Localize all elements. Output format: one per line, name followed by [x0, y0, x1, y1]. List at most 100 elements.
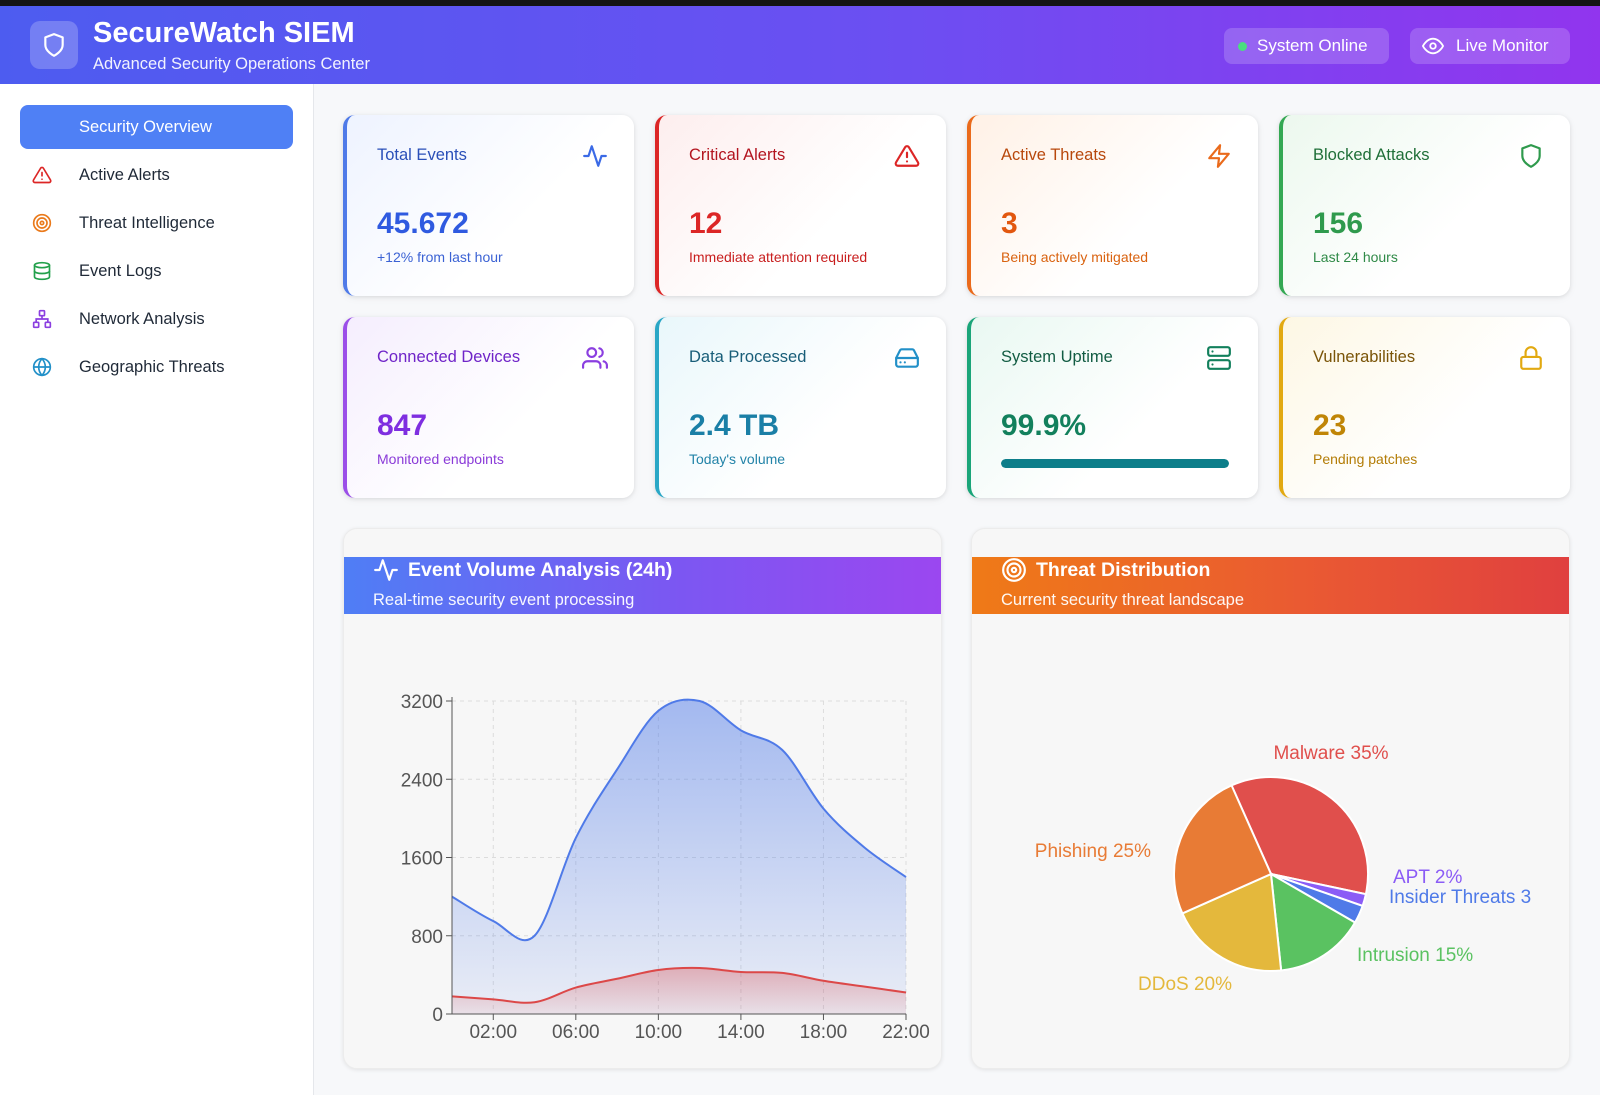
event-volume-chart: 0 800 1600 2400 3200 02:00 06:00 10:00 14:00 18:0…: [401, 692, 930, 1043]
sidebar: Security Overview Active Alerts Threat I…: [0, 84, 314, 1095]
sidebar-item-label: Active Alerts: [79, 165, 170, 184]
card-title: Connected Devices: [377, 348, 521, 366]
app-header: SecureWatch SIEM Advanced Security Opera…: [0, 6, 1600, 84]
stat-card-blocked-attacks[interactable]: Blocked Attacks 156 Last 24 hours: [1279, 115, 1570, 296]
uptime-progress-fill: [1001, 459, 1229, 468]
card-value: 847: [377, 409, 428, 442]
pie-label: DDoS 20%: [1138, 974, 1232, 995]
system-status-label: System Online: [1257, 36, 1368, 55]
threat-distribution-panel: Threat Distribution Current security thr…: [971, 528, 1570, 1069]
database-icon: [20, 261, 64, 281]
alert-triangle-icon: [894, 143, 920, 169]
card-value: 99.9%: [1001, 409, 1087, 442]
activity-icon: [373, 557, 399, 588]
sidebar-item-active-alerts[interactable]: Active Alerts: [20, 155, 293, 195]
sidebar-item-geographic-threats[interactable]: Geographic Threats: [20, 347, 293, 387]
event-volume-header: Event Volume Analysis (24h) Real-time se…: [344, 557, 941, 614]
shield-icon: [1518, 143, 1544, 169]
card-title: System Uptime: [1001, 348, 1113, 366]
status-dot-icon: [1238, 41, 1247, 51]
users-icon: [582, 345, 609, 371]
sidebar-item-label: Threat Intelligence: [79, 213, 215, 232]
panel-title: Threat Distribution: [1036, 559, 1211, 581]
stat-card-total-events[interactable]: Total Events 45.672 +12% from last hour: [343, 115, 634, 296]
server-icon: [1206, 345, 1232, 371]
shield-logo-icon: [30, 21, 78, 69]
card-value: 23: [1313, 409, 1347, 442]
activity-icon: [582, 143, 608, 169]
eye-icon: [1422, 37, 1444, 55]
sidebar-item-network-analysis[interactable]: Network Analysis: [20, 299, 293, 339]
system-status-badge: System Online: [1224, 28, 1389, 64]
target-icon: [1001, 557, 1027, 588]
y-tick-label: 3200: [401, 692, 443, 713]
x-tick-label: 10:00: [635, 1022, 683, 1043]
series-line-1: [451, 966, 907, 1004]
panel-subtitle: Current security threat landscape: [1001, 591, 1245, 609]
x-tick-label: 02:00: [469, 1022, 517, 1043]
card-title: Critical Alerts: [689, 146, 786, 164]
series-area-0: [452, 699, 906, 1014]
stat-card-critical-alerts[interactable]: Critical Alerts 12 Immediate attention r…: [655, 115, 946, 296]
series-area-1: [452, 967, 906, 1014]
target-icon: [20, 213, 64, 233]
card-subtext: Immediate attention required: [689, 249, 868, 265]
app-subtitle: Advanced Security Operations Center: [93, 55, 370, 73]
x-tick-label: 18:00: [800, 1022, 848, 1043]
sidebar-item-label: Geographic Threats: [79, 357, 225, 376]
pie-label: Malware 35%: [1273, 743, 1388, 764]
stat-card-data-processed[interactable]: Data Processed 2.4 TB Today's volume: [655, 317, 946, 498]
live-monitor-button[interactable]: Live Monitor: [1410, 28, 1570, 64]
card-subtext: Last 24 hours: [1313, 249, 1398, 265]
pie-label: Phishing 25%: [1035, 841, 1151, 862]
card-value: 12: [689, 207, 723, 240]
card-title: Vulnerabilities: [1313, 348, 1416, 366]
card-title: Blocked Attacks: [1313, 146, 1430, 164]
card-subtext: Today's volume: [689, 451, 786, 467]
pie-slice: [1181, 872, 1283, 972]
window-top-strip: [0, 0, 1600, 6]
y-tick-label: 800: [411, 927, 443, 948]
card-subtext: Pending patches: [1313, 451, 1418, 467]
live-monitor-label: Live Monitor: [1456, 36, 1549, 55]
card-subtext: Being actively mitigated: [1001, 249, 1149, 265]
card-value: 2.4 TB: [689, 409, 780, 442]
card-title: Active Threats: [1001, 146, 1107, 164]
card-value: 3: [1001, 207, 1018, 240]
sidebar-item-threat-intelligence[interactable]: Threat Intelligence: [20, 203, 293, 243]
pie-slice: [1269, 872, 1357, 972]
stat-card-active-threats[interactable]: Active Threats 3 Being actively mitigate…: [967, 115, 1258, 296]
sidebar-item-label: Network Analysis: [79, 309, 205, 328]
series-line-0: [451, 698, 907, 942]
lock-icon: [1518, 345, 1544, 371]
threat-distribution-header: Threat Distribution Current security thr…: [972, 557, 1569, 614]
x-tick-label: 06:00: [552, 1022, 600, 1043]
event-volume-panel: Event Volume Analysis (24h) Real-time se…: [343, 528, 942, 1069]
card-value: 156: [1313, 207, 1364, 240]
sidebar-item-security-overview[interactable]: Security Overview: [20, 105, 293, 149]
y-tick-label: 0: [432, 1005, 443, 1026]
card-value: 45.672: [377, 207, 469, 240]
stat-card-vulnerabilities[interactable]: Vulnerabilities 23 Pending patches: [1279, 317, 1570, 498]
sidebar-item-label: Event Logs: [79, 261, 162, 280]
stat-card-connected-devices[interactable]: Connected Devices 847 Monitored endpoint…: [343, 317, 634, 498]
stat-card-system-uptime[interactable]: System Uptime 99.9%: [967, 317, 1258, 498]
hard-drive-icon: [894, 345, 920, 371]
card-subtext: +12% from last hour: [377, 249, 503, 265]
threat-distribution-chart: Malware 35% APT 2%Insider Threats 3 Intrus…: [1035, 743, 1531, 995]
sidebar-item-event-logs[interactable]: Event Logs: [20, 251, 293, 291]
card-title: Data Processed: [689, 348, 807, 366]
app-title: SecureWatch SIEM: [93, 17, 355, 49]
network-icon: [20, 309, 64, 329]
panel-title: Event Volume Analysis (24h): [408, 559, 673, 581]
uptime-progress-bar: [1001, 459, 1229, 468]
x-tick-label: 14:00: [717, 1022, 765, 1043]
alert-triangle-icon: [20, 165, 64, 185]
panel-subtitle: Real-time security event processing: [373, 591, 635, 609]
y-tick-label: 2400: [401, 770, 443, 791]
globe-icon: [20, 357, 64, 377]
zap-icon: [1206, 143, 1232, 169]
x-tick-label: 22:00: [882, 1022, 930, 1043]
pie-label: APT 2%: [1393, 867, 1462, 888]
pie-label: Intrusion 15%: [1357, 945, 1473, 966]
